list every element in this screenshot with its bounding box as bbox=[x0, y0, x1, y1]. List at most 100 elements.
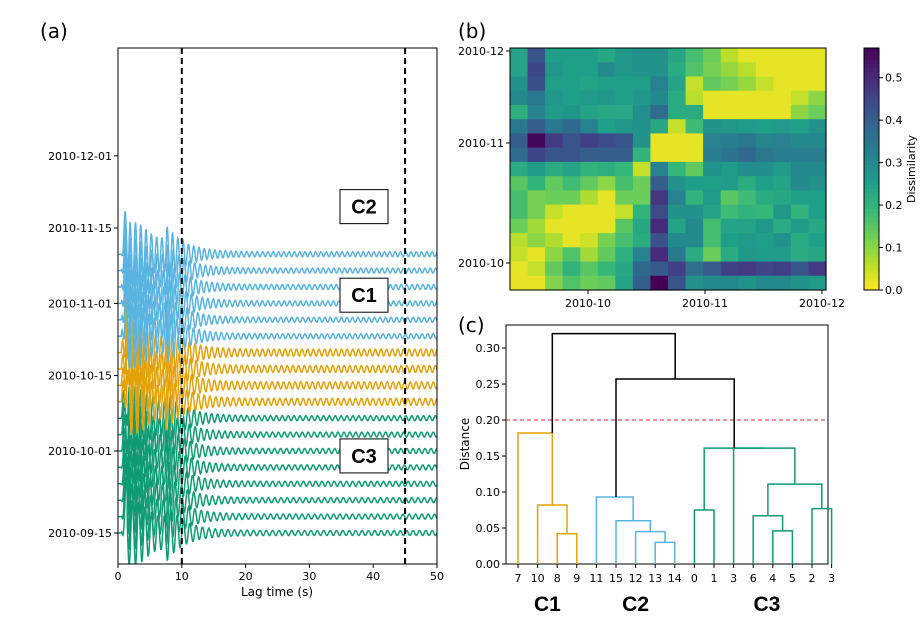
colorbar-segment bbox=[864, 285, 879, 291]
colorbar-segment bbox=[864, 209, 879, 214]
heatmap-cell bbox=[562, 190, 581, 206]
cluster-label: C3 bbox=[753, 593, 780, 616]
dissimilarity-heatmap-panel: 2010-10 2010-11 2010-12 2010-102010-112010… bbox=[458, 45, 918, 310]
heatmap-cell bbox=[562, 176, 581, 191]
heatmap-cell bbox=[580, 133, 599, 149]
waveform-x-ticks: 0 10 20 30 40 50 bbox=[115, 564, 444, 583]
colorbar-segment bbox=[864, 217, 879, 222]
heatmap-cell bbox=[615, 275, 634, 291]
heatmap-cell bbox=[808, 90, 827, 106]
heatmap-cell bbox=[650, 62, 669, 78]
colorbar-segment bbox=[864, 160, 879, 166]
heatmap-cell bbox=[808, 104, 827, 120]
heatmap-cell bbox=[562, 218, 581, 234]
dendrogram-link bbox=[595, 496, 634, 564]
y-tick-label: 2010-11-15 bbox=[48, 222, 112, 235]
heatmap-cell bbox=[597, 233, 616, 248]
heatmap-cell bbox=[790, 161, 810, 177]
heatmap-cell bbox=[738, 275, 757, 291]
heatmap-cell bbox=[685, 204, 704, 220]
heatmap-cell bbox=[720, 275, 739, 291]
heatmap-cell bbox=[650, 119, 669, 135]
heatmap-cell bbox=[738, 76, 757, 92]
heatmap-cell bbox=[668, 119, 687, 135]
colorbar: 0.0 0.1 0.2 0.3 0.4 0.5 Dissimilarity bbox=[863, 47, 918, 297]
heatmap-cell bbox=[510, 204, 529, 220]
heatmap-cell bbox=[562, 62, 581, 78]
x-tick-label: 20 bbox=[239, 570, 253, 583]
heatmap-cell bbox=[755, 104, 774, 120]
colorbar-segment bbox=[864, 253, 879, 259]
x-tick-label: 2010-10 bbox=[565, 297, 611, 310]
heatmap-cell bbox=[650, 190, 669, 206]
heatmap-cell bbox=[755, 76, 774, 92]
dendrogram-link bbox=[536, 504, 568, 564]
heatmap-cell bbox=[527, 161, 546, 177]
heatmap-cell bbox=[580, 161, 599, 177]
leaf-label: 14 bbox=[668, 572, 682, 585]
heatmap-cell bbox=[720, 119, 739, 135]
heatmap-cell bbox=[738, 62, 757, 78]
heatmap-cell bbox=[632, 247, 652, 263]
colorbar-segment bbox=[864, 177, 879, 182]
heatmap-cell bbox=[808, 218, 827, 234]
leaf-label: 7 bbox=[515, 572, 522, 585]
heatmap-cell bbox=[510, 261, 529, 277]
heatmap-cell bbox=[773, 133, 792, 149]
colorbar-segment bbox=[864, 84, 879, 89]
heatmap-cell bbox=[562, 275, 581, 291]
heatmap-cell bbox=[527, 104, 546, 120]
heatmap-cell bbox=[632, 233, 652, 248]
heatmap-cell bbox=[720, 76, 739, 92]
colorbar-segment bbox=[864, 100, 879, 105]
heatmap-cell bbox=[527, 247, 546, 263]
heatmap-cell bbox=[580, 176, 599, 191]
leaf-label: 15 bbox=[609, 572, 623, 585]
heatmap-cell bbox=[597, 218, 616, 234]
heatmap-cell bbox=[632, 90, 652, 106]
leaf-label: 8 bbox=[554, 572, 561, 585]
heatmap-cell bbox=[668, 176, 687, 191]
y-tick-label: 2010-12 bbox=[458, 45, 504, 58]
waveform-trace-c3 bbox=[118, 450, 437, 535]
colorbar-segment bbox=[864, 169, 879, 174]
leaf-label: 11 bbox=[589, 572, 603, 585]
dendrogram-link bbox=[615, 520, 652, 564]
heatmap-cell bbox=[632, 62, 652, 78]
heatmap-cell bbox=[597, 161, 616, 177]
heatmap-cell bbox=[738, 48, 757, 63]
colorbar-segment bbox=[864, 249, 879, 255]
colorbar-segment bbox=[864, 104, 879, 109]
heatmap-cell bbox=[790, 204, 810, 220]
heatmap-cell bbox=[510, 176, 529, 191]
heatmap-cell bbox=[790, 275, 810, 291]
heatmap-cell bbox=[580, 233, 599, 248]
y-tick-label: 0.15 bbox=[476, 450, 501, 463]
heatmap-cell bbox=[808, 176, 827, 191]
heatmap-cell bbox=[545, 90, 564, 106]
colorbar-segment bbox=[864, 148, 879, 154]
heatmap-cell bbox=[773, 76, 792, 92]
heatmap-cell bbox=[685, 233, 704, 248]
colorbar-segment bbox=[864, 96, 879, 101]
heatmap-cell bbox=[650, 133, 669, 149]
heatmap-cell bbox=[790, 76, 810, 92]
heatmap-cell bbox=[615, 62, 634, 78]
heatmap-cell bbox=[738, 119, 757, 135]
heatmap-cell bbox=[703, 147, 722, 163]
cluster-box bbox=[339, 438, 389, 474]
heatmap-cell bbox=[755, 161, 774, 177]
heatmap-cell bbox=[720, 48, 739, 63]
dendrogram-y-ticks: 0.00 0.05 0.10 0.15 0.20 0.25 0.30 bbox=[476, 342, 506, 571]
heatmap-cell bbox=[510, 161, 529, 177]
heatmap-cell bbox=[790, 104, 810, 120]
heatmap-cell bbox=[545, 48, 564, 63]
heatmap-cell bbox=[597, 190, 616, 206]
colorbar-segment bbox=[864, 189, 879, 194]
heatmap-cell bbox=[597, 76, 616, 92]
colorbar-segment bbox=[864, 108, 879, 114]
colorbar-segment bbox=[864, 245, 879, 251]
colorbar-tick-label: 0.1 bbox=[885, 242, 903, 255]
heatmap-cell bbox=[738, 176, 757, 191]
waveform-trace-c1 bbox=[118, 338, 437, 419]
